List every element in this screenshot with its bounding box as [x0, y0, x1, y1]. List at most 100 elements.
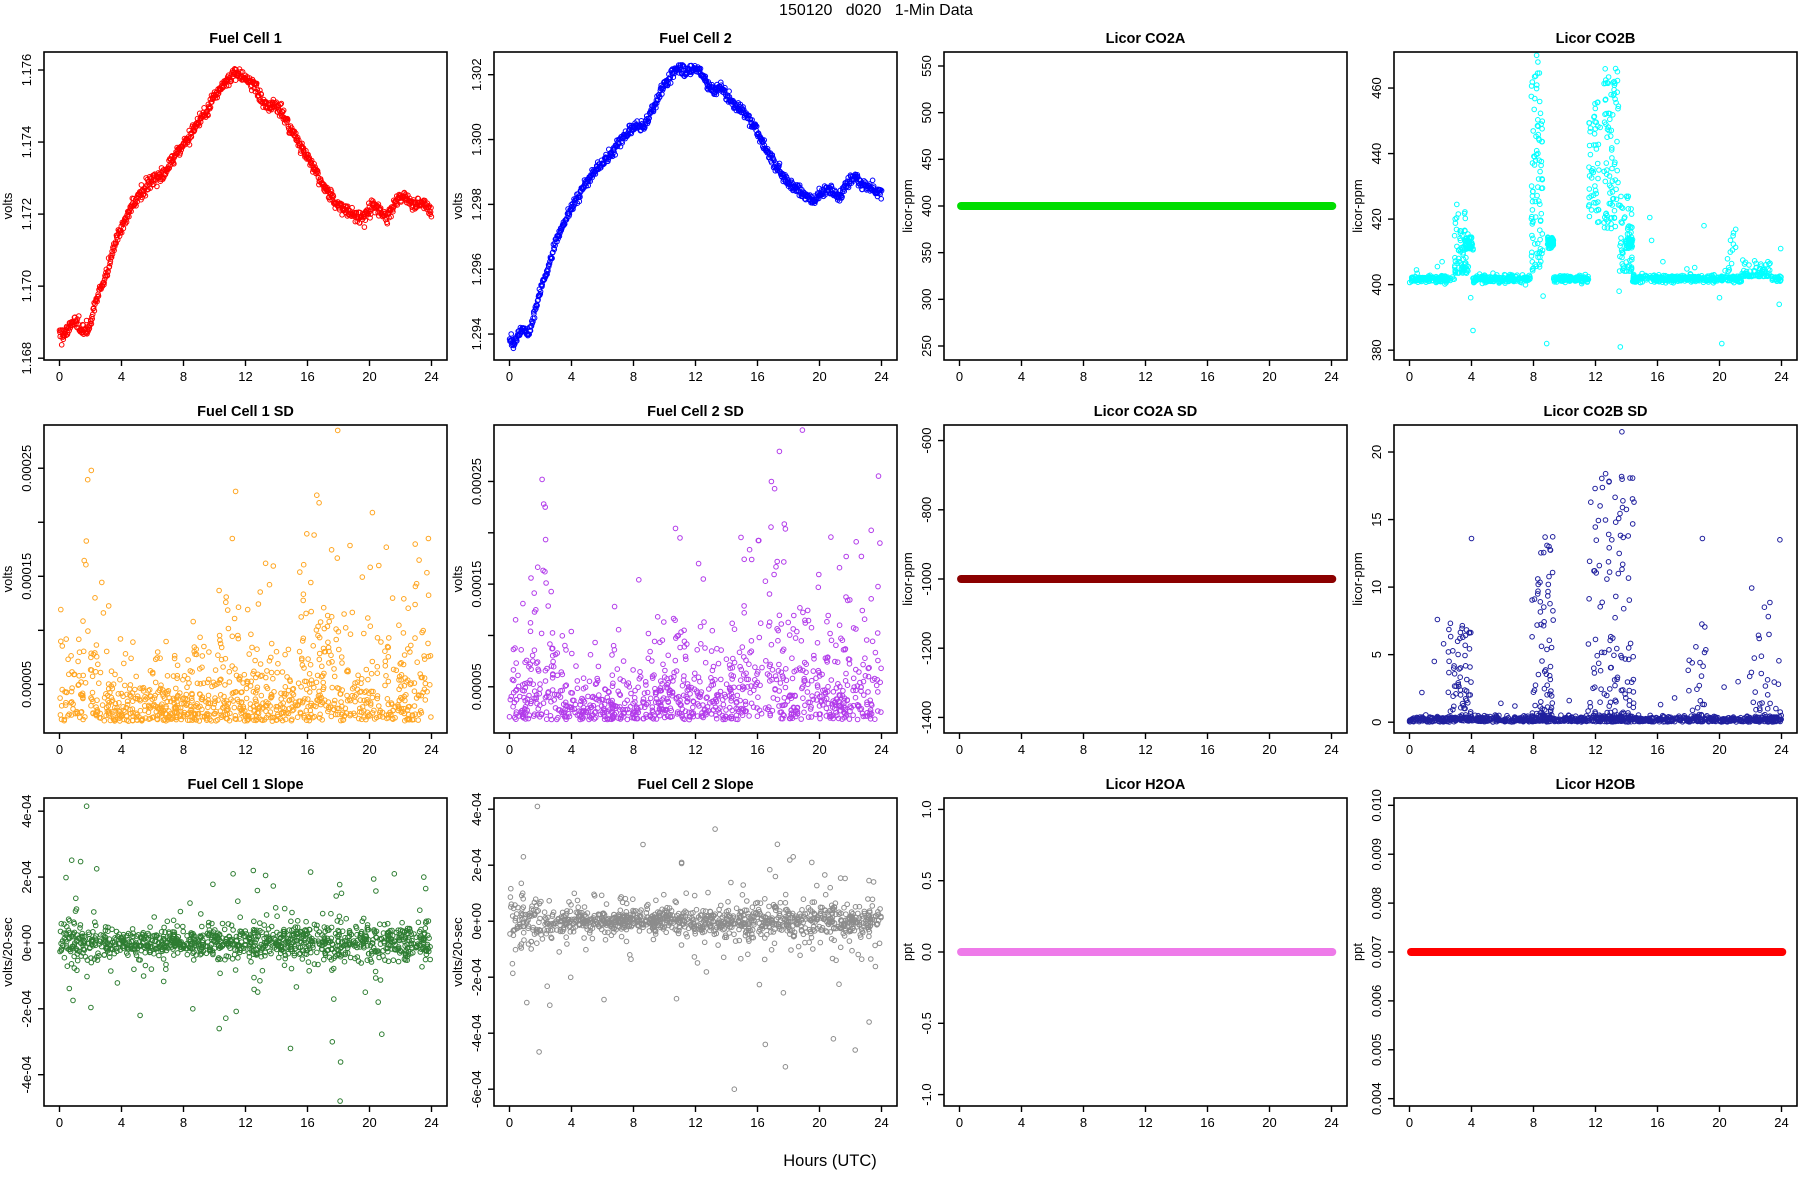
y-axis-label: licor-ppm: [900, 552, 915, 605]
x-axis: 0 4 8 12 16 20 24: [56, 1106, 439, 1130]
plot-box: [493, 424, 898, 734]
svg-text:0.00015: 0.00015: [19, 553, 34, 600]
svg-text:8: 8: [630, 742, 637, 757]
svg-text:24: 24: [424, 742, 438, 757]
y-axis: 250 300 350 400 450 500 550: [919, 55, 944, 357]
plot-title: Licor H2OA: [1106, 777, 1186, 793]
svg-text:12: 12: [688, 369, 702, 384]
x-axis: 0 4 8 12 16 20 24: [956, 1106, 1339, 1130]
svg-text:8: 8: [180, 742, 187, 757]
plot-title: Licor CO2A: [1106, 31, 1186, 47]
data-points: [56, 66, 435, 348]
plot-fuel-cell-1-sd: Fuel Cell 1 SD volts 0 4 8 12 16 20 24 0.00005 0.0…: [0, 399, 450, 772]
svg-text:16: 16: [1650, 369, 1664, 384]
data-points: [57, 803, 434, 1104]
svg-text:300: 300: [919, 288, 934, 310]
plot-title: Fuel Cell 2: [659, 31, 732, 47]
svg-text:500: 500: [919, 102, 934, 124]
svg-text:20: 20: [362, 742, 376, 757]
svg-text:16: 16: [750, 369, 764, 384]
svg-text:420: 420: [1369, 208, 1384, 230]
y-axis: 0.00005 0.00015 0.00025: [19, 445, 44, 708]
svg-text:24: 24: [874, 369, 888, 384]
svg-text:1.168: 1.168: [19, 342, 34, 375]
svg-text:16: 16: [750, 742, 764, 757]
svg-text:350: 350: [919, 242, 934, 264]
y-axis-label: volts: [450, 192, 465, 219]
svg-text:400: 400: [919, 195, 934, 217]
x-axis: 0 4 8 12 16 20 24: [1406, 733, 1789, 757]
plot-title: Licor CO2B SD: [1544, 404, 1648, 420]
svg-text:0.00025: 0.00025: [19, 445, 34, 492]
licor-co2a-canvas: Licor CO2A licor-ppm 0 4 8 12 16 20 24 250 300 350 4…: [900, 31, 1348, 384]
y-axis-label: volts: [0, 565, 15, 592]
x-axis: 0 4 8 12 16 20 24: [956, 360, 1339, 384]
svg-text:20: 20: [812, 742, 826, 757]
svg-text:8: 8: [1080, 369, 1087, 384]
y-axis: 0.00005 0.00015 0.00025: [469, 458, 494, 710]
svg-text:16: 16: [300, 369, 314, 384]
plot-licor-co2b-sd: Licor CO2B SD licor-ppm 0 4 8 12 16 20 24 0 5 10 15 2…: [1350, 399, 1800, 772]
plot-licor-h2ob: Licor H2OB ppt 0 4 8 12 16 20 24 0.004 0.005 0.006 0…: [1350, 772, 1800, 1145]
data-points: [57, 427, 434, 724]
y-axis-label: ppt: [1350, 943, 1365, 961]
svg-text:12: 12: [688, 742, 702, 757]
plot-licor-co2a-sd: Licor CO2A SD licor-ppm 0 4 8 12 16 20 24 -1400 -1…: [900, 399, 1350, 772]
plot-title: Fuel Cell 2 SD: [647, 404, 744, 420]
svg-text:0: 0: [1406, 369, 1413, 384]
plot-fuel-cell-1-slope: Fuel Cell 1 Slope volts/20-sec 0 4 8 12 16 20 24…: [0, 772, 450, 1145]
svg-text:4: 4: [1018, 369, 1025, 384]
plot-title: Fuel Cell 1: [209, 31, 282, 47]
y-axis: 1.168 1.170 1.172 1.174 1.176: [19, 54, 44, 375]
svg-text:440: 440: [1369, 143, 1384, 165]
svg-text:4: 4: [118, 369, 125, 384]
data-points: [506, 62, 885, 352]
plot-box: [1393, 51, 1798, 361]
svg-text:24: 24: [424, 369, 438, 384]
plot-title: Fuel Cell 2 Slope: [637, 777, 753, 793]
x-axis: 0 4 8 12 16 20 24: [956, 733, 1339, 757]
plot-box: [943, 424, 1348, 734]
fuel-cell-2-slope-canvas: Fuel Cell 2 Slope volts/20-sec 0 4 8 12 16 20 24…: [450, 777, 898, 1130]
plot-licor-co2b: Licor CO2B licor-ppm 0 4 8 12 16 20 24 380 400 420 4…: [1350, 26, 1800, 399]
svg-text:4: 4: [568, 369, 575, 384]
plot-box: [43, 424, 448, 734]
svg-text:0: 0: [56, 369, 63, 384]
plot-box: [493, 51, 898, 361]
y-axis-label: volts: [0, 192, 15, 219]
svg-text:460: 460: [1369, 77, 1384, 99]
data-points: [507, 803, 884, 1093]
plot-grid: Fuel Cell 1 volts 0 4 8 12 16 20 24 1.168 1.170 1.1…: [0, 26, 1800, 1145]
licor-h2oa-canvas: Licor H2OA ppt 0 4 8 12 16 20 24 -1.0-0.50.00.51.…: [900, 777, 1348, 1130]
svg-text:20: 20: [1262, 369, 1276, 384]
y-axis: 1.294 1.296 1.298 1.300 1.302: [469, 58, 494, 350]
x-axis: 0 4 8 12 16 20 24: [56, 733, 439, 757]
svg-text:550: 550: [919, 55, 934, 77]
x-axis: 0 4 8 12 16 20 24: [1406, 1106, 1789, 1130]
svg-text:0: 0: [506, 742, 513, 757]
svg-text:8: 8: [630, 369, 637, 384]
svg-text:250: 250: [919, 335, 934, 357]
plot-fuel-cell-2: Fuel Cell 2 volts 0 4 8 12 16 20 24 1.294 1.296 1.2…: [450, 26, 900, 399]
svg-text:4: 4: [118, 742, 125, 757]
plot-box: [493, 797, 898, 1107]
y-axis: -1.0-0.50.00.51.0: [919, 800, 944, 1106]
svg-text:8: 8: [180, 369, 187, 384]
plot-box: [1393, 797, 1798, 1107]
svg-text:20: 20: [812, 369, 826, 384]
page-title: 150120 d020 1-Min Data: [779, 2, 973, 19]
licor-co2b-canvas: Licor CO2B licor-ppm 0 4 8 12 16 20 24 380 400 420 4…: [1350, 31, 1798, 384]
svg-text:12: 12: [238, 742, 252, 757]
svg-text:0.00025: 0.00025: [469, 458, 484, 505]
plot-box: [943, 51, 1348, 361]
svg-text:8: 8: [1530, 369, 1537, 384]
plot-licor-co2a: Licor CO2A licor-ppm 0 4 8 12 16 20 24 250 300 350 4…: [900, 26, 1350, 399]
y-axis-label: volts: [450, 565, 465, 592]
x-axis-title: Hours (UTC): [783, 1152, 877, 1170]
svg-text:0.00005: 0.00005: [469, 663, 484, 710]
svg-text:0: 0: [956, 369, 963, 384]
plot-fuel-cell-2-sd: Fuel Cell 2 SD volts 0 4 8 12 16 20 24 0.00005 0.0…: [450, 399, 900, 772]
svg-text:450: 450: [919, 148, 934, 170]
